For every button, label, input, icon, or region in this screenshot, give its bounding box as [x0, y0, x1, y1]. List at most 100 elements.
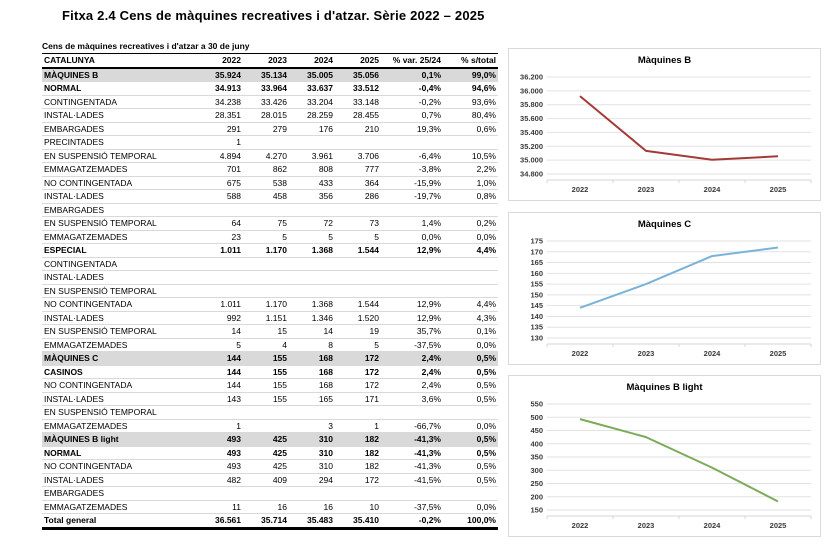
chart-title-maquines-b: Màquines B	[637, 55, 692, 66]
svg-text:350: 350	[530, 453, 543, 462]
value-cell: 1,0%	[476, 177, 496, 188]
row-label: EN SUSPENSIÓ TEMPORAL	[44, 150, 157, 161]
row-label: INSTAL·LADES	[44, 474, 104, 485]
svg-text:170: 170	[530, 247, 543, 256]
value-cell: 14	[231, 326, 241, 337]
table-row: ESPECIAL 1.011 1.170 1.368 1.544 12,9% 4,4%	[42, 244, 498, 257]
value-cell: 35,7%	[416, 326, 441, 337]
value-cell: 433	[318, 177, 333, 188]
value-cell	[197, 487, 243, 501]
svg-text:2022: 2022	[572, 349, 589, 358]
value-cell: 5	[236, 339, 241, 350]
value-cell: 294	[318, 474, 333, 485]
value-cell: 4,4%	[476, 245, 496, 256]
value-cell: 35.924	[215, 69, 241, 80]
row-label: MÀQUINES B light	[44, 434, 119, 445]
value-cell	[243, 419, 289, 433]
row-label: INSTAL·LADES	[44, 110, 104, 121]
value-cell: 2,2%	[476, 164, 496, 175]
svg-text:140: 140	[530, 312, 543, 321]
value-cell: 538	[272, 177, 287, 188]
table-row: NORMAL 493 425 310 182 -41,3% 0,5%	[42, 446, 498, 460]
table-row: NO CONTINGENTADA 1.011 1.170 1.368 1.544 12,9…	[42, 298, 498, 311]
value-cell	[443, 136, 498, 150]
table-row: EMBARGADES 291 279 176 210 19,3% 0,6%	[42, 122, 498, 136]
y-axis-labels: 34.800 35.000 35.200 35.400 35.600 35.800 36.0…	[520, 73, 543, 179]
value-cell: 808	[318, 164, 333, 175]
x-axis-labels: 2022 2023 2024 2025	[572, 349, 787, 358]
svg-text:2025: 2025	[770, 349, 787, 358]
value-cell: 144	[226, 380, 241, 391]
value-cell: 10,5%	[471, 150, 496, 161]
svg-text:300: 300	[530, 466, 543, 475]
table-row: EMMAGATZEMADES 701 862 808 777 -3,8% 2,2%	[42, 163, 498, 176]
table-row: EN SUSPENSIÓ TEMPORAL 4.894 4.270 3.961 3.70…	[42, 149, 498, 163]
column-header-region: CATALUNYA	[44, 55, 95, 66]
value-cell: -6,4%	[418, 150, 441, 161]
value-cell: 93,6%	[471, 96, 496, 107]
value-cell: 3,6%	[421, 393, 441, 404]
value-cell: 8	[328, 339, 333, 350]
row-label: NO CONTINGENTADA	[44, 461, 133, 472]
value-cell: 12,9%	[416, 245, 441, 256]
svg-text:165: 165	[530, 258, 543, 267]
row-label: NORMAL	[44, 83, 82, 94]
gridlines	[547, 403, 811, 511]
value-cell: 0,1%	[421, 69, 441, 80]
table-row: EMMAGATZEMADES 5 4 8 5 -37,5% 0,0%	[42, 338, 498, 352]
table-row: NO CONTINGENTADA 493 425 310 182 -41,3% 0,5%	[42, 460, 498, 473]
value-cell: 172	[364, 366, 379, 377]
svg-text:400: 400	[530, 439, 543, 448]
value-cell: 182	[364, 434, 379, 445]
value-cell: 33.964	[261, 83, 287, 94]
value-cell	[243, 271, 289, 285]
svg-text:500: 500	[530, 413, 543, 422]
value-cell: 1.368	[311, 245, 333, 256]
value-cell: 182	[364, 461, 379, 472]
column-header-pct-total: % s/total	[461, 55, 496, 66]
value-cell: 409	[272, 474, 287, 485]
value-cell: 171	[364, 393, 379, 404]
row-label: EMBARGADES	[44, 488, 104, 499]
value-cell: 1.170	[265, 245, 287, 256]
row-label: EMMAGATZEMADES	[44, 339, 128, 350]
value-cell: 2,4%	[421, 353, 441, 364]
row-label: INSTAL·LADES	[44, 191, 104, 202]
value-cell: 0,5%	[476, 353, 496, 364]
value-cell: 16	[323, 501, 333, 512]
value-cell: 1.346	[311, 312, 333, 323]
chart-title-maquines-b-light: Màquines B light	[626, 382, 703, 393]
value-cell: 34.238	[215, 96, 241, 107]
value-cell	[289, 136, 335, 150]
value-cell: 168	[318, 366, 333, 377]
value-cell: 701	[226, 164, 241, 175]
value-cell: 425	[272, 447, 287, 458]
value-cell: 4.270	[265, 150, 287, 161]
value-cell: 2,4%	[421, 380, 441, 391]
value-cell: 1.170	[265, 299, 287, 310]
value-cell	[243, 257, 289, 271]
svg-text:150: 150	[530, 290, 543, 299]
value-cell	[197, 271, 243, 285]
svg-text:2023: 2023	[638, 349, 655, 358]
svg-text:2024: 2024	[704, 521, 722, 530]
value-cell: 11	[232, 501, 241, 512]
value-cell: 1.544	[357, 299, 379, 310]
x-axis-labels: 2022 2023 2024 2025	[572, 185, 787, 194]
table-row: EN SUSPENSIÓ TEMPORAL 14 15 14 19 35,7% 0,1%	[42, 325, 498, 338]
table-row: INSTAL·LADES 143 155 165 171 3,6% 0,5%	[42, 392, 498, 406]
value-cell: 0,0%	[476, 420, 496, 431]
value-cell	[335, 257, 381, 271]
table-row: CONTINGENTADA 34.238 33.426 33.204 33.148 -0,…	[42, 95, 498, 109]
value-cell: 14	[323, 326, 333, 337]
value-cell	[443, 406, 498, 420]
value-cell	[443, 487, 498, 501]
table-subtitle: Cens de màquines recreatives i d'atzar a…	[42, 41, 250, 51]
value-cell: 3.961	[311, 150, 333, 161]
svg-text:36.200: 36.200	[520, 73, 543, 82]
value-cell	[289, 271, 335, 285]
table-row: INSTAL·LADES 28.351 28.015 28.259 28.455 0,7%…	[42, 109, 498, 122]
row-label: INSTAL·LADES	[44, 312, 104, 323]
row-label: CONTINGENTADA	[44, 258, 118, 269]
